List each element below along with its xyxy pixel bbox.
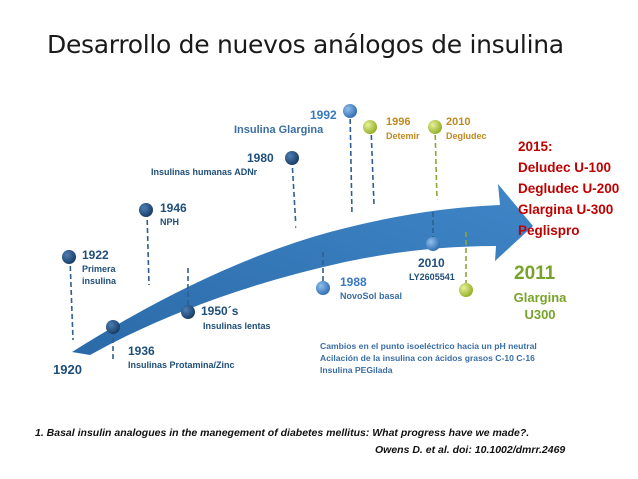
dot-1996 — [363, 120, 377, 134]
note-line: Cambios en el punto isoeléctrico hacia u… — [320, 341, 537, 351]
label-1988: NovoSol basal — [340, 291, 403, 301]
year-2010-ly: 2010 — [418, 256, 445, 270]
label-1980: Insulinas humanas ADNr — [151, 167, 258, 177]
year-1992: 1992 — [310, 108, 337, 122]
decade-label-2010: 2010 — [424, 193, 462, 213]
year-1950s: 1950´s — [201, 304, 239, 318]
dot-1980 — [285, 151, 299, 165]
dot-1946 — [139, 203, 153, 217]
year-1920: 1920 — [53, 362, 82, 377]
label-2011-line2: U300 — [524, 307, 556, 322]
label-1950s: Insulinas lentas — [203, 321, 271, 331]
year-2011: 2011 — [514, 263, 556, 284]
note-line: Acilación de la insulina con ácidos gras… — [320, 353, 535, 363]
note-line: Insulina PEGilada — [320, 365, 393, 375]
connector-2010-degludec — [434, 126, 438, 201]
decade-label-1970: 1970 — [232, 224, 268, 248]
reference-line2: Owens D. et al. doi: 10.1002/dmrr.2469 — [375, 444, 566, 456]
label-1936: Insulinas Protamina/Zinc — [128, 360, 235, 370]
slide-title: Desarrollo de nuevos análogos de insulin… — [47, 30, 564, 59]
year-1988: 1988 — [340, 275, 367, 289]
highlight-2015-item: Degludec U-200 — [518, 181, 620, 196]
label-1996: Detemir — [386, 131, 420, 141]
label-1922-line1: Primera — [82, 264, 116, 274]
year-1946: 1946 — [160, 201, 187, 215]
label-1992: Insulina Glargina — [234, 124, 324, 136]
label-2011-line1: Glargina — [513, 290, 567, 305]
decade-label-1950: 1950 — [146, 254, 182, 283]
dot-2010-degludec — [428, 120, 442, 134]
decade-label-1980: 1980 — [277, 216, 313, 239]
decade-label-2000: 2000 — [374, 199, 411, 219]
dot-1936 — [106, 320, 120, 334]
dot-2011 — [459, 283, 473, 297]
year-1996: 1996 — [386, 116, 411, 128]
notes-block: Cambios en el punto isoeléctrico hacia u… — [320, 340, 537, 376]
dot-1922 — [62, 250, 76, 264]
dot-2010-ly — [426, 237, 440, 251]
highlight-2015-item: Deludec U-100 — [518, 160, 612, 175]
label-2010-ly: LY2605541 — [409, 272, 455, 282]
connector-1996 — [370, 126, 375, 206]
highlight-2015: 2015: Deludec U-100 Degludec U-200 Glarg… — [518, 136, 619, 241]
dot-1988 — [316, 281, 330, 295]
connector-1980 — [291, 159, 297, 229]
highlight-2015-item: Peglispro — [518, 223, 580, 238]
dot-1992 — [343, 104, 357, 118]
decade-label-1990: 1990 — [324, 207, 361, 229]
dot-1950s — [181, 305, 195, 319]
year-2010-degludec: 2010 — [446, 116, 471, 128]
label-1922-line2: insulina — [82, 276, 117, 286]
highlight-2015-item: Glargina U-300 — [518, 202, 614, 217]
year-1922: 1922 — [82, 248, 109, 262]
connector-1992 — [349, 110, 353, 216]
label-1946: NPH — [160, 217, 180, 227]
year-1936: 1936 — [128, 344, 155, 358]
year-1980: 1980 — [247, 151, 274, 165]
decade-label-1960: 1960 — [185, 238, 221, 265]
label-2010-degludec: Degludec — [446, 131, 487, 141]
highlight-2015-heading: 2015: — [518, 139, 553, 154]
timeline-arrow — [72, 184, 533, 355]
connector-1922 — [69, 257, 74, 341]
connector-1946 — [146, 211, 150, 286]
reference-line1: 1. Basal insulin analogues in the manege… — [35, 427, 530, 439]
